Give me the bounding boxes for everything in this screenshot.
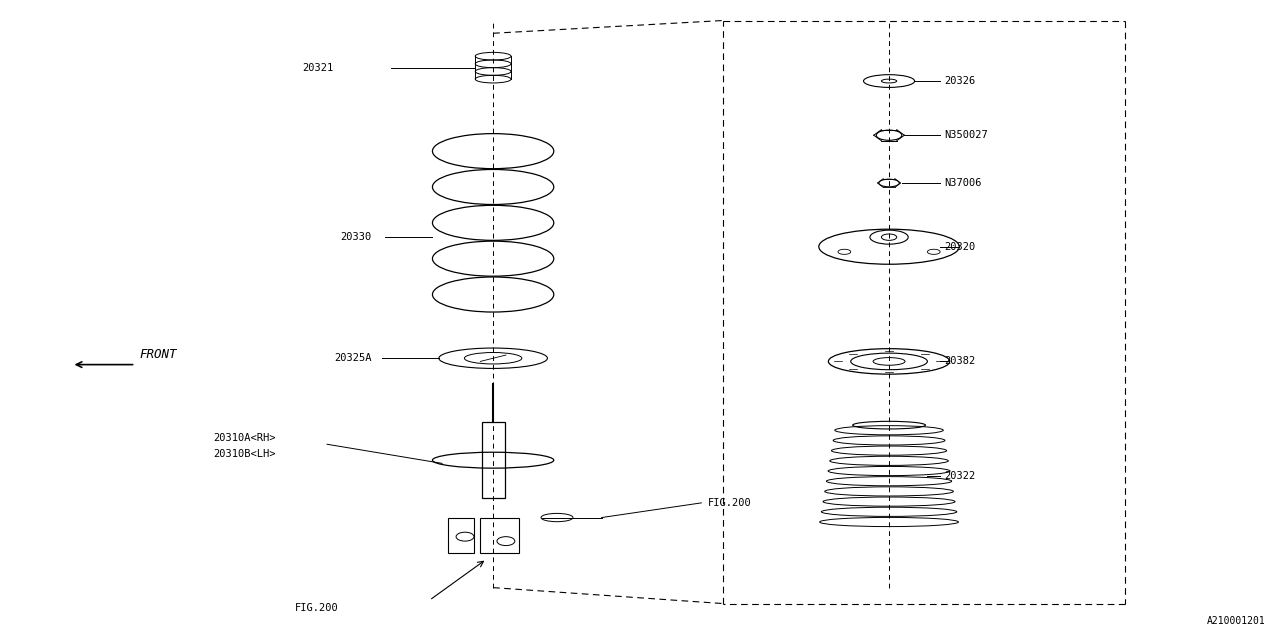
Text: 20330: 20330	[340, 232, 371, 242]
Text: FIG.200: FIG.200	[708, 498, 751, 508]
Text: 20321: 20321	[302, 63, 334, 73]
Text: FIG.200: FIG.200	[296, 603, 339, 613]
Text: 20320: 20320	[943, 242, 975, 252]
Text: 20322: 20322	[943, 471, 975, 481]
Text: FRONT: FRONT	[140, 348, 177, 362]
Text: 20310A<RH>: 20310A<RH>	[214, 433, 276, 443]
Text: 20382: 20382	[943, 356, 975, 367]
Text: A210001201: A210001201	[1207, 616, 1266, 626]
Text: 20326: 20326	[943, 76, 975, 86]
Text: N350027: N350027	[943, 130, 988, 140]
Text: 20325A: 20325A	[334, 353, 371, 364]
Text: 20310B<LH>: 20310B<LH>	[214, 449, 276, 459]
Text: N37006: N37006	[943, 178, 982, 188]
